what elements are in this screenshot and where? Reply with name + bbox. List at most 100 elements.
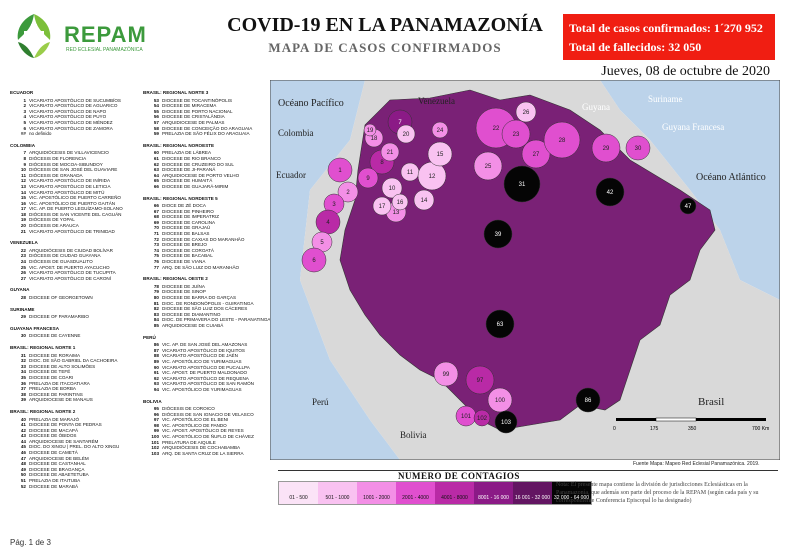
legend-item: 10 DIÓCESIS DE SAN JOSÉ DEL GUAVIARE — [10, 167, 138, 173]
legend-item-name: DIOC. DE SÃO GABRIEL DA CACHOEIRA — [29, 358, 118, 364]
legend-group-title: GUYANA — [10, 287, 30, 293]
legend-rule — [278, 470, 778, 471]
region-86 — [575, 387, 601, 413]
region-number-label: 27 — [533, 152, 540, 158]
legend-item-name: ARQUIDIOCESE DE BELÉM — [29, 455, 89, 461]
legend-item-name: PRELAZIA DE ITACOATIARA — [29, 380, 90, 386]
region-31 — [503, 165, 541, 203]
legend-item-name: DIOCESE DE RIO BRANCO — [162, 155, 221, 161]
stats-box: Total de casos confirmados: 1´270 952 To… — [563, 14, 775, 60]
region-102 — [473, 409, 491, 427]
region-24 — [431, 121, 449, 139]
legend-item: 11 DIÓCESIS DE GRANADA — [10, 173, 138, 179]
legend-item-number: 19 — [20, 217, 26, 223]
region-30 — [625, 135, 651, 161]
legend-item-number: 62 — [153, 161, 159, 167]
region-99 — [433, 361, 459, 387]
legend-item: 4 VICARIATO APOSTÓLICO DE PUYO — [10, 114, 138, 120]
legend-item: 12 VICARIATO APOSTÓLICO DE INÍRIDA — [10, 178, 138, 184]
label-colombia: Colombia — [278, 128, 314, 138]
legend-item-name: ARQ. DE SANTA CRUZ DE LA SIERRA — [162, 450, 244, 456]
legend-item-number: 30 — [20, 333, 26, 339]
legend-item: 40 PRELAZIA DE MARAJÓ — [10, 417, 138, 423]
legend-item-name: DIOC. DE PRIMAVERA DO LESTE - PARANATING… — [162, 317, 271, 323]
legend-item-number: 27 — [20, 275, 26, 281]
legend-item: 27 VICARIATO APOSTÓLICO DE CARONÍ — [10, 276, 138, 282]
region-number-label: 28 — [559, 138, 566, 144]
map-note: Nota: El presente mapa contiene la divis… — [556, 482, 759, 504]
region-number-label: 19 — [367, 128, 374, 134]
legend-item: 70 DIOCESE DE GRAJAÚ — [143, 225, 275, 231]
legend-item: 94 VIC. APOSTÓLICO DE YURIMAGUAS — [143, 387, 275, 393]
legend-item-number: 39 — [20, 397, 26, 403]
legend-item: 78 DIOCESE DE JUÍNA — [143, 284, 275, 290]
region-16 — [391, 193, 409, 211]
legend-item: 31 DIOCESE DE RORAIMA — [10, 353, 138, 359]
legend-item-number: 48 — [20, 461, 26, 467]
label-oceano-pacifico: Océano Pacífico — [278, 98, 344, 109]
confirmed-total: Total de casos confirmados: 1´270 952 — [569, 21, 763, 35]
region-number-label: 5 — [320, 240, 324, 246]
legend-item-number: 101 — [151, 439, 159, 445]
legend-item: 25 VIC. APOST. DE PUERTO AYACUCHO — [10, 265, 138, 271]
scale-175: 175 — [650, 426, 659, 432]
legend-item-name: DIOCESE OF GEORGETOWN — [29, 295, 93, 300]
scale-350: 350 — [688, 426, 697, 432]
legend-item-number: 79 — [153, 289, 159, 295]
legend-item-name: ARQUIDIOCESE DE PALMAS — [162, 119, 225, 125]
legend-item: 66 DIOCE DE ZÉ DOCA — [143, 203, 275, 209]
legend-item: 77 ARQ. DE SÃO LUIZ DO MARANHÃO — [143, 265, 275, 271]
legend-item-name: no definido — [29, 131, 52, 137]
repam-logo: REPAM RED ECLESIAL PANAMAZÓNICA — [8, 10, 178, 62]
legend-item-number: 70 — [153, 225, 159, 231]
contagios-bin: 501 - 1000 — [318, 482, 357, 504]
legend-item-number: 64 — [153, 172, 159, 178]
legend-item-name: DIOCESE DE CAROLINA — [162, 219, 216, 225]
region-14 — [413, 189, 435, 211]
legend-item-name: DIOCESE DE PARINTINS — [29, 391, 83, 397]
legend-item-name: DIOCE DE ZÉ DOCA — [162, 203, 206, 209]
legend-item: 30 DIOCESE DE CAYENNE — [10, 333, 138, 339]
legend-item: 8 DIÓCESIS DE FLORENCIA — [10, 156, 138, 162]
legend-item-number: 65 — [153, 178, 159, 184]
region-number-label: 26 — [523, 110, 530, 116]
legend-item: 60 PRELAZIA DE LÁBREA — [143, 150, 275, 156]
panamazonia-map: 1234567891011121314151617181920212223242… — [269, 79, 781, 461]
legend-item-number: 99 — [153, 428, 159, 434]
map-panel: 1 2 3 4 5 6 7 8 9 10 11 12 13 14 15 16 17 18 19 20 21 22 23 24 2… — [269, 79, 781, 461]
region-number-label: 102 — [477, 416, 488, 422]
legend-item-name: DIOCESE DE MACAPÁ — [29, 427, 79, 433]
legend-item: 91 VIC. APOST. DE PUERTO MALDONADO — [143, 370, 275, 376]
legend-item-name: DIOCESE DE JUÍNA — [162, 283, 205, 289]
region-97 — [465, 365, 495, 395]
legend-item: 7 ARQUIDIÓCESIS DE VILLAVICENCIO — [10, 150, 138, 156]
legend-group-title: BOLIVIA — [143, 398, 162, 404]
legend-item-number: 51 — [20, 478, 26, 484]
region-39 — [483, 219, 513, 249]
region-number-label: 8 — [380, 160, 384, 166]
legend-item-name: ARQUIDIOCESE DE CUIABÁ — [162, 322, 224, 328]
legend-item-number: 98 — [153, 422, 159, 428]
legend-item-number: 61 — [153, 155, 159, 161]
legend-group-title: ECUADOR — [10, 90, 34, 95]
legend-item: 24 DIÓCESIS DE GUASDUALITO — [10, 259, 138, 265]
legend-item-number: 12 — [20, 178, 26, 184]
legend-item: 97 VIC. APOSTÓLICO DE EL BENI — [143, 417, 275, 423]
region-47 — [679, 197, 697, 215]
legend-item-number: 67 — [153, 208, 159, 214]
legend-item: 20 DIÓCESIS DE ARAUCA — [10, 223, 138, 229]
legend-item-name: VICARIATO APOSTÓLICO DE TRINIDAD — [29, 228, 115, 234]
jurisdiction-legend-col2: BRASIL: REGIONAL NORTE 3 53 DIOCESE DE TOC… — [143, 84, 275, 456]
region-number-label: 10 — [389, 186, 396, 192]
legend-item: 64 ARQUIDIOCESE DE PORTO VELHO — [143, 173, 275, 179]
legend-item-number: 14 — [20, 189, 26, 195]
legend-item-name: DIÓCESIS DE SAN IGNACIO DE VELASCO — [162, 411, 254, 417]
legend-item-name: DIOCESE DE CONCEIÇÃO DO ARAGUAIA — [162, 125, 253, 131]
legend-item-number: 68 — [153, 214, 159, 220]
legend-item: 99 VIC. APOST. APOSTÓLICO DE REYES — [143, 428, 275, 434]
contagios-bin: 4001 - 8000 — [435, 482, 474, 504]
region-26 — [515, 101, 537, 123]
legend-item: ## no definido — [10, 131, 138, 137]
legend-item-name: DIÓCESIS DE COROICO — [162, 406, 215, 412]
legend-item-name: DIOCESE DE CAYENNE — [29, 333, 81, 339]
